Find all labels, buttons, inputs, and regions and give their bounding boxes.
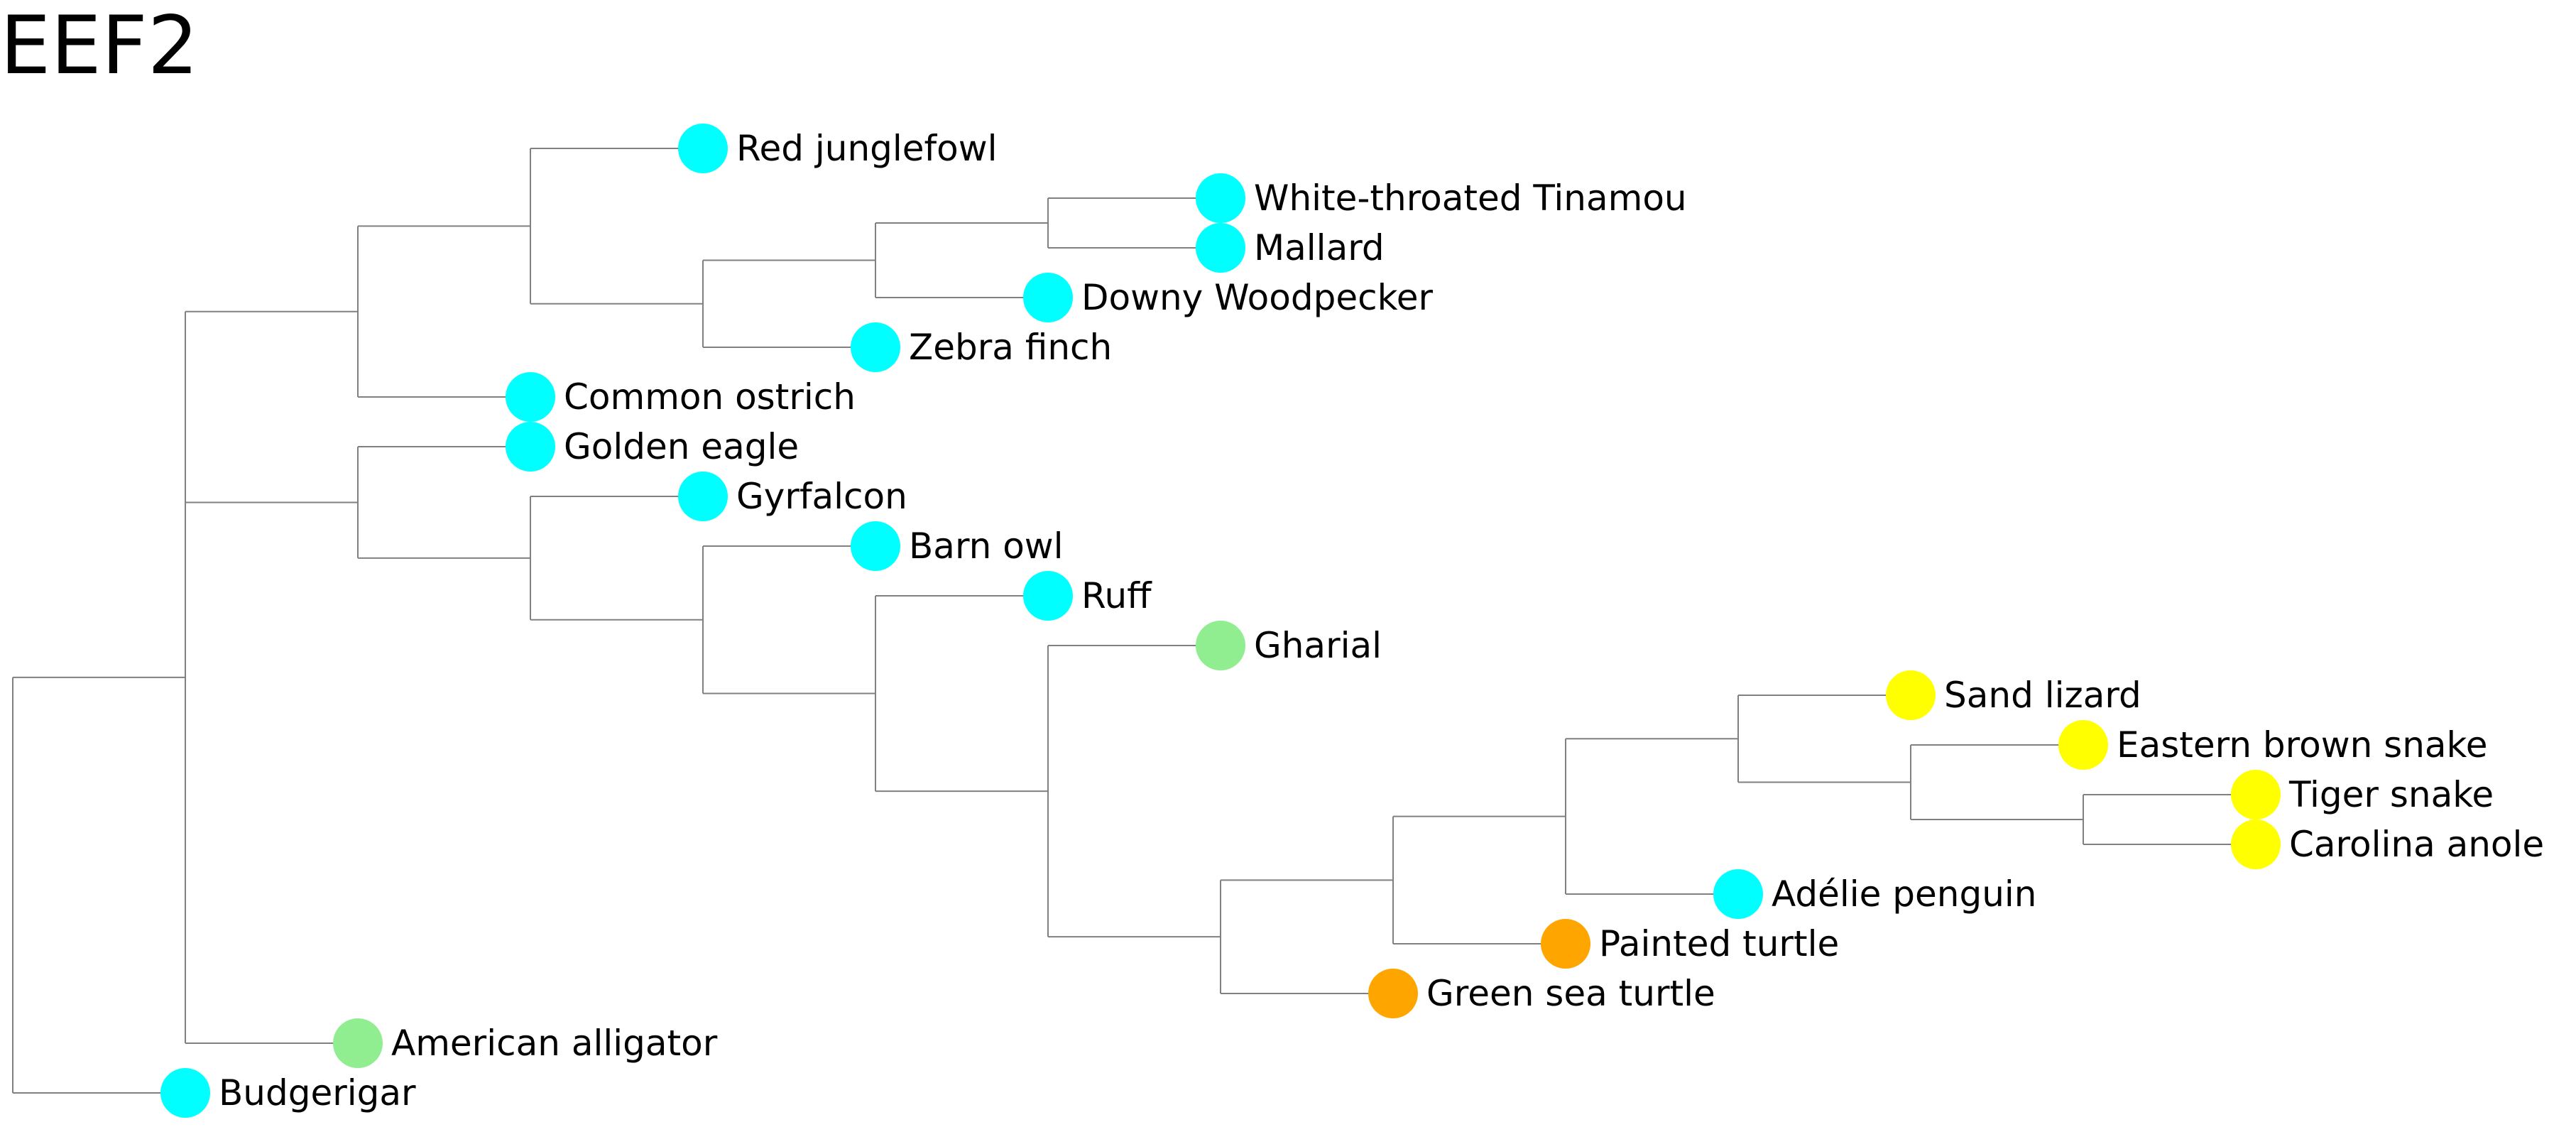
leaf-label-ruff: Ruff xyxy=(1081,575,1152,616)
leaf-dot-budgerigar xyxy=(160,1068,210,1118)
leaf-dot-gyrfalcon xyxy=(678,472,728,521)
leaf-dot-eastern-brown-snake xyxy=(2058,720,2108,770)
leaf-label-zebra-finch: Zebra finch xyxy=(909,327,1112,368)
leaf-dot-american-alligator xyxy=(333,1018,383,1068)
leaf-label-sand-lizard: Sand lizard xyxy=(1944,675,2141,716)
leaf-label-painted-turtle: Painted turtle xyxy=(1599,923,1839,964)
leaf-dot-zebra-finch xyxy=(851,322,900,372)
leaf-label-adelie-penguin: Adélie penguin xyxy=(1772,873,2036,915)
leaf-label-white-throated-tinamou: White-throated Tinamou xyxy=(1254,178,1687,219)
leaf-label-downy-woodpecker: Downy Woodpecker xyxy=(1081,277,1434,318)
leaf-label-gharial: Gharial xyxy=(1254,625,1382,666)
leaf-dot-adelie-penguin xyxy=(1713,869,1763,919)
leaf-dot-downy-woodpecker xyxy=(1023,273,1073,322)
leaf-dot-sand-lizard xyxy=(1886,670,1936,720)
leaf-dot-golden-eagle xyxy=(506,422,555,472)
leaf-dot-tiger-snake xyxy=(2231,770,2281,820)
leaf-label-budgerigar: Budgerigar xyxy=(219,1072,416,1114)
leaf-dot-barn-owl xyxy=(851,521,900,571)
leaf-label-barn-owl: Barn owl xyxy=(909,526,1064,567)
leaf-label-green-sea-turtle: Green sea turtle xyxy=(1426,973,1715,1014)
leaf-label-tiger-snake: Tiger snake xyxy=(2288,774,2494,815)
leaf-dot-red-junglefowl xyxy=(678,124,728,173)
leaf-label-red-junglefowl: Red junglefowl xyxy=(736,128,998,169)
leaf-layer: Red junglefowl White-throated Tinamou Mall… xyxy=(160,124,2544,1118)
leaf-label-gyrfalcon: Gyrfalcon xyxy=(736,476,907,517)
leaf-dot-common-ostrich xyxy=(506,372,555,422)
leaf-dot-green-sea-turtle xyxy=(1368,969,1418,1018)
leaf-dot-ruff xyxy=(1023,571,1073,621)
branch-layer xyxy=(12,148,2256,1094)
leaf-label-mallard: Mallard xyxy=(1254,227,1385,268)
leaf-label-american-alligator: American alligator xyxy=(391,1023,718,1064)
leaf-label-golden-eagle: Golden eagle xyxy=(564,426,799,467)
leaf-label-carolina-anole: Carolina anole xyxy=(2289,824,2544,865)
tree-title: EEF2 xyxy=(0,0,199,92)
leaf-label-common-ostrich: Common ostrich xyxy=(564,376,856,418)
leaf-dot-carolina-anole xyxy=(2231,820,2281,869)
leaf-dot-white-throated-tinamou xyxy=(1196,173,1245,223)
leaf-dot-painted-turtle xyxy=(1541,919,1590,969)
leaf-dot-mallard xyxy=(1196,223,1245,273)
leaf-label-eastern-brown-snake: Eastern brown snake xyxy=(2117,724,2488,766)
leaf-dot-gharial xyxy=(1196,621,1245,670)
